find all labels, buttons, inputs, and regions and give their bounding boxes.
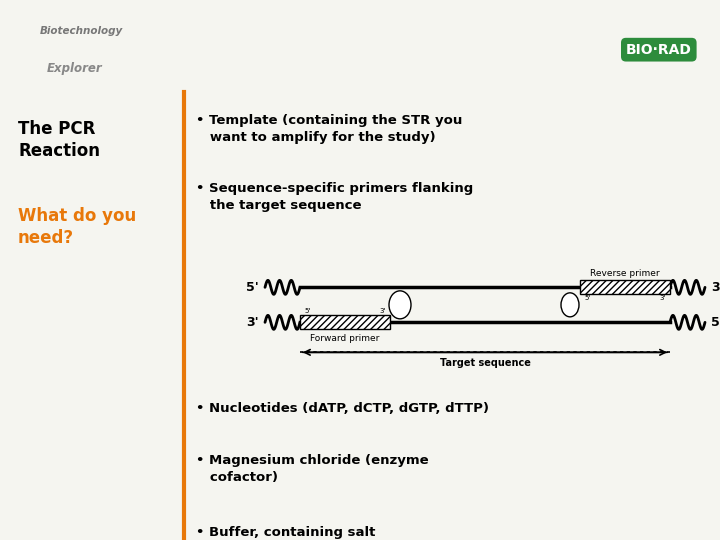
Bar	[300, 315, 390, 329]
Text: 3': 3'	[379, 308, 386, 314]
Bar	[580, 280, 670, 294]
Text: 3': 3'	[711, 281, 720, 294]
Text: Reverse primer: Reverse primer	[590, 269, 660, 278]
Ellipse shape	[561, 293, 579, 317]
Text: Target sequence: Target sequence	[440, 359, 531, 368]
Text: • Magnesium chloride (enzyme
   cofactor): • Magnesium chloride (enzyme cofactor)	[196, 454, 428, 484]
Text: 5': 5'	[711, 316, 720, 329]
Text: Forward primer: Forward primer	[310, 334, 379, 343]
Ellipse shape	[389, 291, 411, 319]
Text: • Buffer, containing salt: • Buffer, containing salt	[196, 526, 375, 539]
Text: • Template (containing the STR you
   want to amplify for the study): • Template (containing the STR you want …	[196, 114, 462, 144]
Text: 5': 5'	[246, 281, 259, 294]
Text: BIO·RAD: BIO·RAD	[626, 43, 692, 57]
Text: What do you
need?: What do you need?	[18, 207, 136, 247]
Text: Explorer: Explorer	[47, 62, 102, 75]
Text: 5': 5'	[304, 308, 310, 314]
Text: • Sequence-specific primers flanking
   the target sequence: • Sequence-specific primers flanking the…	[196, 183, 473, 212]
Text: Biotechnology: Biotechnology	[40, 26, 123, 36]
Text: 5': 5'	[584, 295, 590, 301]
Text: The PCR
Reaction: The PCR Reaction	[18, 120, 100, 160]
Text: 3': 3'	[246, 316, 259, 329]
Text: • Nucleotides (dATP, dCTP, dGTP, dTTP): • Nucleotides (dATP, dCTP, dGTP, dTTP)	[196, 402, 489, 415]
Text: 3': 3'	[660, 295, 666, 301]
